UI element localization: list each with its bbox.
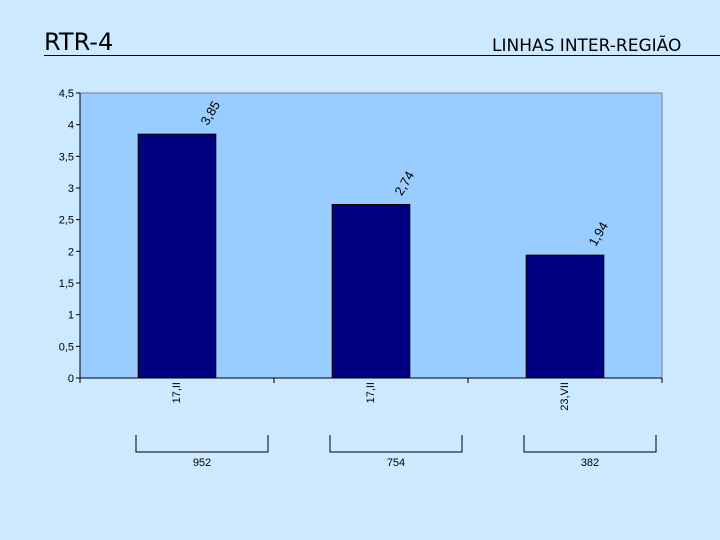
group-label: 382 xyxy=(581,457,599,469)
category-label: 17,II xyxy=(171,382,183,403)
group-label: 952 xyxy=(193,457,211,469)
bar xyxy=(331,203,411,379)
y-tick-label: 0,5 xyxy=(59,341,74,353)
y-tick-label: 1 xyxy=(68,310,74,322)
category-label: 17,II xyxy=(365,382,377,403)
y-tick-label: 4,5 xyxy=(59,88,74,100)
y-tick-label: 0 xyxy=(68,373,74,385)
y-tick-label: 3 xyxy=(68,183,74,195)
group-label: 754 xyxy=(387,457,405,469)
group-bracket xyxy=(523,435,657,453)
group-bracket xyxy=(135,435,269,453)
y-tick-label: 4 xyxy=(68,120,74,132)
y-tick-label: 2 xyxy=(68,246,74,258)
group-bracket xyxy=(329,435,463,453)
y-tick-label: 2,5 xyxy=(59,215,74,227)
bar xyxy=(137,133,217,379)
bar xyxy=(525,254,605,379)
slide-subtitle: LINHAS INTER-REGIÃO xyxy=(492,36,682,56)
title-underline xyxy=(44,55,720,56)
slide-title: RTR-4 xyxy=(44,28,114,56)
y-tick-label: 3,5 xyxy=(59,151,74,163)
y-tick-label: 1,5 xyxy=(59,278,74,290)
category-label: 23,VII xyxy=(559,382,571,411)
